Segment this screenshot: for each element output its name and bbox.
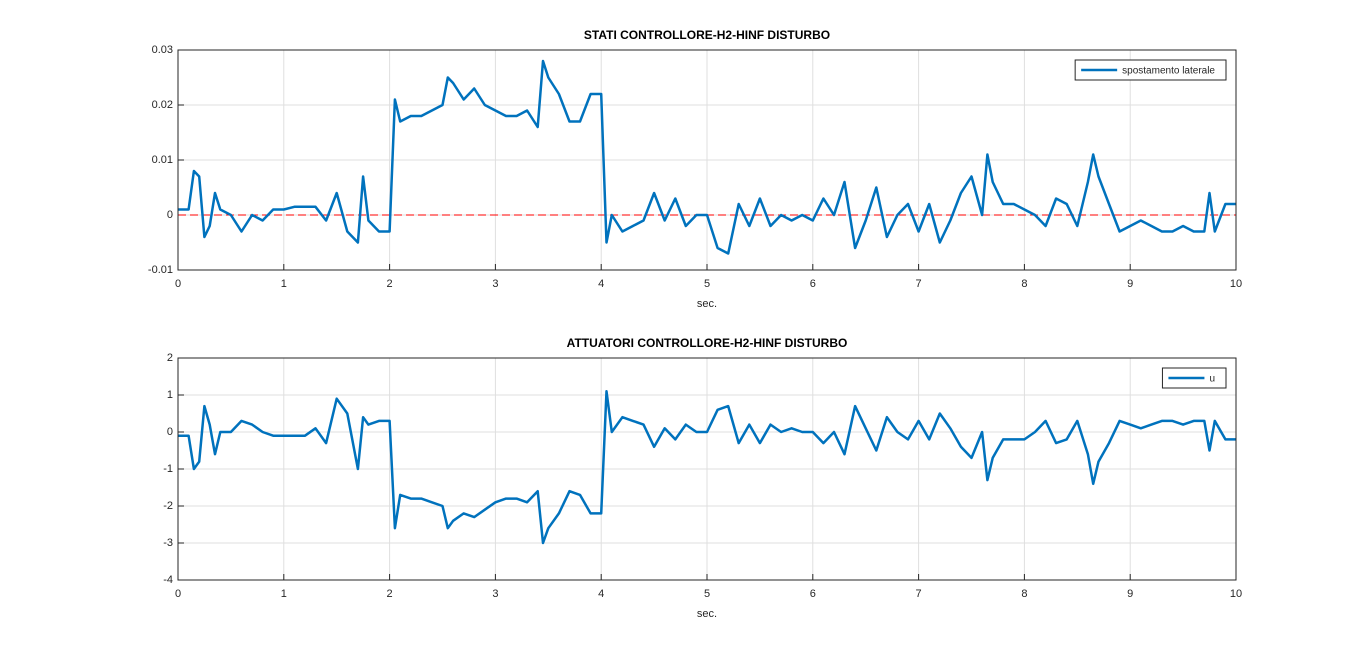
- x-tick-label: 2: [387, 588, 393, 600]
- legend-label: spostamento laterale: [1122, 66, 1215, 77]
- x-tick-label: 3: [492, 278, 498, 290]
- x-tick-label: 7: [916, 278, 922, 290]
- x-tick-label: 5: [704, 588, 710, 600]
- y-tick-label: -0.01: [148, 264, 173, 276]
- axes-box: [177, 49, 1237, 271]
- legend-box: [1074, 59, 1227, 81]
- x-tick-label: 6: [810, 588, 816, 600]
- x-tick-label: 3: [492, 588, 498, 600]
- x-tick-label: 8: [1021, 588, 1027, 600]
- x-tick-label: 7: [916, 588, 922, 600]
- x-tick-label: 8: [1021, 278, 1027, 290]
- y-tick-label: -4: [163, 574, 173, 586]
- x-tick-label: 4: [598, 588, 604, 600]
- x-tick-label: 0: [175, 588, 181, 600]
- y-tick-label: 0.03: [152, 44, 173, 56]
- y-tick-label: 1: [167, 389, 173, 401]
- chart-title: STATI CONTROLLORE-H2-HINF DISTURBO: [584, 28, 830, 42]
- x-tick-label: 6: [810, 278, 816, 290]
- x-tick-label: 9: [1127, 588, 1133, 600]
- y-tick-label: -3: [163, 537, 173, 549]
- x-tick-label: 1: [281, 588, 287, 600]
- y-tick-label: 0: [167, 209, 173, 221]
- axes-box: [177, 357, 1237, 581]
- y-tick-label: 0.01: [152, 154, 173, 166]
- x-tick-label: 10: [1230, 278, 1242, 290]
- x-tick-label: 10: [1230, 588, 1242, 600]
- x-tick-label: 1: [281, 278, 287, 290]
- chart-title: ATTUATORI CONTROLLORE-H2-HINF DISTURBO: [567, 336, 848, 350]
- x-axis-label: sec.: [697, 298, 717, 310]
- y-tick-label: -2: [163, 500, 173, 512]
- legend-label: u: [1209, 374, 1215, 385]
- y-tick-label: -1: [163, 463, 173, 475]
- x-tick-label: 0: [175, 278, 181, 290]
- x-tick-label: 5: [704, 278, 710, 290]
- x-tick-label: 2: [387, 278, 393, 290]
- y-tick-label: 0.02: [152, 99, 173, 111]
- y-tick-label: 2: [167, 352, 173, 364]
- x-tick-label: 4: [598, 278, 604, 290]
- x-tick-label: 9: [1127, 278, 1133, 290]
- x-axis-label: sec.: [697, 608, 717, 620]
- y-tick-label: 0: [167, 426, 173, 438]
- data-line: [178, 390, 1236, 545]
- data-line: [178, 59, 1236, 255]
